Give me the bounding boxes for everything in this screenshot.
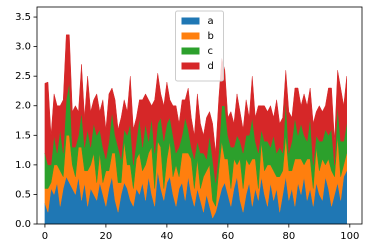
y-tick-label: 0.5 [15,189,31,200]
plot-frame [36,6,363,225]
x-tick-label: 40 [161,231,174,242]
legend-swatch [181,32,200,40]
x-tick-label: 80 [282,231,295,242]
x-tick-label: 60 [221,231,234,242]
legend-swatch [181,47,200,55]
y-tick-label: 2.5 [15,71,31,82]
legend-swatch [181,17,200,25]
y-tick-label: 0.0 [15,219,31,230]
x-tick-label: 100 [340,231,359,242]
area [44,34,348,183]
y-tick-label: 1.0 [15,160,31,171]
y-tick-label: 3.0 [15,42,31,53]
y-tick-label: 2.0 [15,101,31,112]
x-tick-label: 0 [42,231,48,242]
legend-swatch [181,62,200,70]
y-tick-label: 3.5 [15,12,31,23]
legend-label: b [208,31,214,42]
legend-label: c [208,46,214,57]
y-tick-label: 1.5 [15,130,31,141]
legend-label: a [208,16,214,27]
legend-label: d [208,61,214,72]
x-tick-label: 20 [100,231,113,242]
